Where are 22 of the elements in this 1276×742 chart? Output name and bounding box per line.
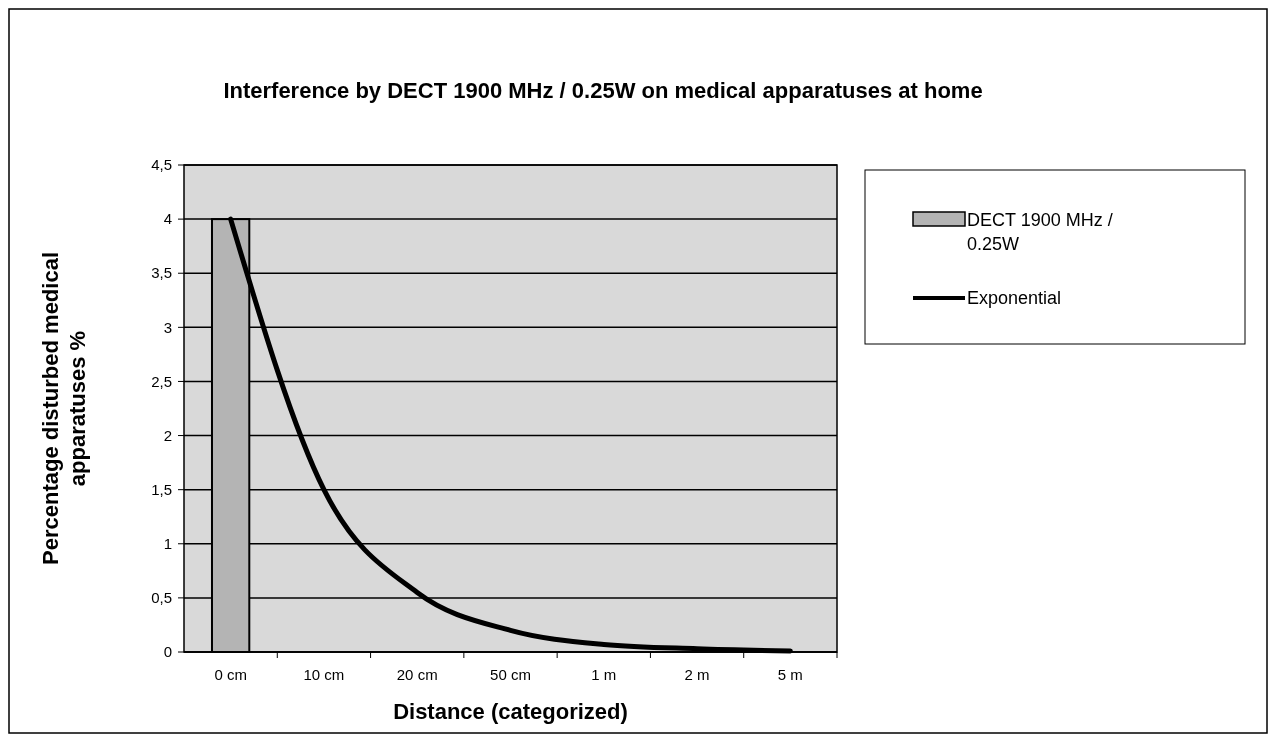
- x-axis-title: Distance (categorized): [393, 699, 628, 724]
- y-axis-title: Percentage disturbed medical apparatuses %: [38, 252, 90, 565]
- y-tick-label: 4,5: [151, 156, 172, 174]
- chart-title: Interference by DECT 1900 MHz / 0.25W on medical apparatuses at home: [223, 78, 983, 103]
- y-tick-label: 0,5: [151, 589, 172, 607]
- x-tick-label: 5 m: [777, 666, 803, 683]
- legend-label: Exponential: [967, 288, 1062, 308]
- x-tick-label: 1 m: [591, 666, 617, 683]
- legend-label: DECT 1900 MHz / 0.25W: [967, 210, 1113, 254]
- y-tick-label: 1: [163, 535, 172, 553]
- y-tick-label: 0: [163, 643, 172, 661]
- x-tick-label: 20 cm: [396, 666, 438, 683]
- y-tick-label: 3: [163, 318, 172, 336]
- y-tick-label: 1,5: [151, 480, 172, 498]
- x-tick-label: 50 cm: [490, 666, 531, 683]
- y-tick-label: 3,5: [151, 264, 172, 282]
- y-tick-label: 4: [163, 210, 172, 228]
- y-tick-label: 2: [163, 426, 172, 444]
- x-tick-label: 2 m: [684, 666, 710, 683]
- y-tick-label: 2,5: [151, 372, 172, 390]
- x-tick-label: 0 cm: [214, 666, 247, 683]
- x-tick-label: 10 cm: [303, 666, 345, 683]
